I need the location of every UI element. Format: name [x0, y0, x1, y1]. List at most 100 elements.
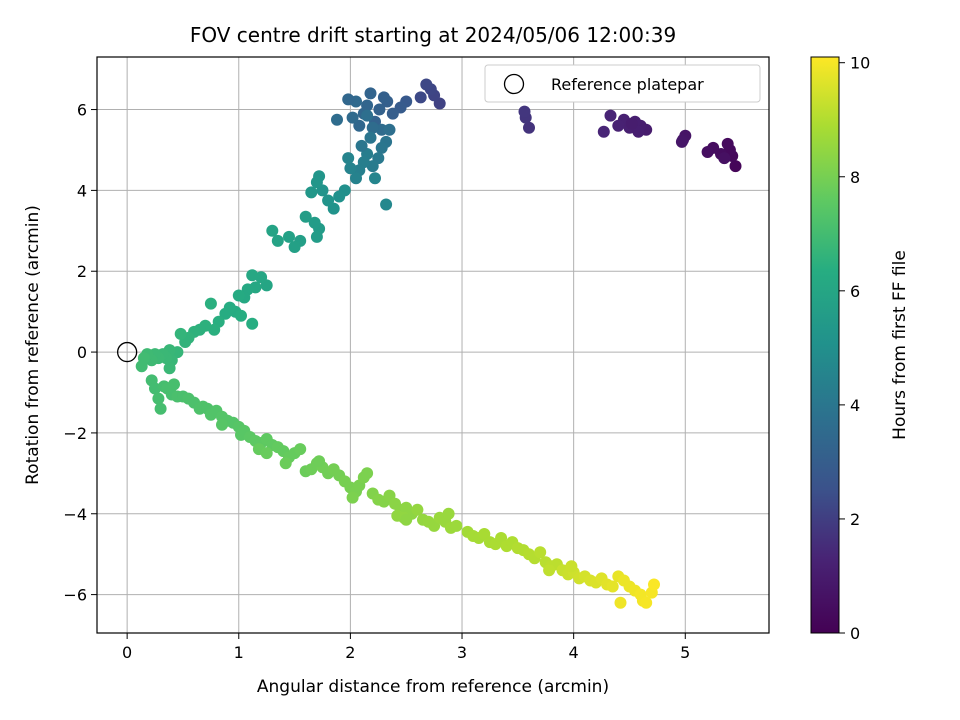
scatter-point [174, 327, 187, 340]
data-points [135, 78, 742, 609]
scatter-point [361, 109, 374, 122]
colorbar-tick-label: 8 [850, 168, 860, 187]
scatter-point [163, 362, 176, 375]
scatter-point [299, 210, 312, 223]
scatter-point [288, 241, 301, 253]
legend-box [484, 64, 761, 103]
scatter-point [534, 546, 547, 559]
scatter-point [380, 198, 393, 211]
scatter-point [353, 119, 366, 132]
scatter-point [597, 125, 610, 138]
scatter-point [271, 234, 284, 247]
scatter-point [310, 176, 323, 189]
legend: Reference platepar [484, 64, 761, 103]
scatter-point [701, 146, 714, 158]
scatter-point [313, 455, 326, 468]
colorbar-tick-label: 4 [850, 396, 860, 415]
y-tick-label: 0 [77, 343, 87, 362]
scatter-point [675, 135, 688, 148]
y-tick-label: −6 [63, 586, 87, 605]
scatter-point [344, 162, 357, 175]
scatter-point [625, 117, 638, 130]
x-tick-label: 0 [122, 643, 132, 662]
scatter-point [606, 580, 619, 593]
scatter-point [342, 152, 355, 165]
scatter-point [310, 230, 323, 243]
scatter-point [543, 564, 556, 577]
legend-label: Reference platepar [551, 75, 704, 94]
y-tick-label: 6 [77, 101, 87, 120]
x-axis-label: Angular distance from reference (arcmin) [257, 677, 609, 697]
grid-lines [97, 57, 769, 633]
x-tick-label: 5 [680, 643, 690, 662]
colorbar-tick-label: 10 [850, 54, 870, 73]
scatter-point [246, 269, 259, 282]
scatter-point [294, 443, 307, 456]
x-tick-label: 2 [345, 643, 355, 662]
plot-frame [96, 56, 770, 634]
scatter-point [168, 378, 180, 391]
scatter-point [721, 137, 734, 150]
scatter-point [632, 125, 645, 138]
y-axis-label: Rotation from reference (arcmin) [23, 205, 43, 485]
colorbar-tick-label: 6 [850, 282, 860, 301]
y-tick-label: −2 [63, 424, 87, 443]
scatter-point [342, 93, 355, 106]
y-axis-ticks: −6 −4 −2 0 2 4 6 [63, 101, 97, 605]
scatter-point [411, 503, 424, 516]
scatter-point [219, 307, 232, 320]
scatter-point [386, 107, 399, 120]
scatter-point [235, 309, 247, 322]
scatter-point [266, 224, 279, 237]
chart-title: FOV centre drift starting at 2024/05/06 … [190, 23, 676, 47]
scatter-point [333, 190, 346, 203]
reference-platepar-point [116, 341, 138, 363]
scatter-point [246, 317, 259, 330]
scatter-point [565, 560, 578, 573]
colorbar-label: Hours from first FF file [890, 250, 910, 440]
scatter-point [364, 131, 377, 144]
scatter-point [414, 91, 427, 104]
colorbar-ticks: 0 2 4 6 8 10 [839, 54, 870, 643]
y-tick-label: −4 [63, 505, 87, 524]
scatter-point [364, 87, 377, 100]
scatter-point [366, 121, 379, 134]
scatter-point [377, 91, 390, 104]
scatter-point [308, 216, 321, 229]
x-tick-label: 1 [234, 643, 244, 662]
x-tick-label: 3 [457, 643, 467, 662]
scatter-point [322, 194, 335, 207]
scatter-point [279, 457, 292, 470]
scatter-point [361, 467, 374, 480]
scatter-point [450, 519, 463, 532]
x-axis-ticks: 0 1 2 3 4 5 [122, 633, 690, 662]
scatter-point [135, 360, 148, 373]
scatter-point [232, 289, 245, 302]
scatter-point [216, 418, 228, 431]
scatter-point [152, 392, 165, 405]
scatter-point [729, 160, 742, 173]
legend-marker-circle-icon [503, 73, 525, 95]
scatter-point [346, 491, 359, 504]
scatter-point [518, 105, 531, 118]
colorbar-tick-label: 0 [850, 624, 860, 643]
scatter-point [400, 513, 413, 526]
scatter-point [260, 447, 273, 460]
scatter-point [346, 111, 359, 124]
scatter-point [604, 109, 617, 122]
colorbar: 0 2 4 6 8 10 Hours from first FF file [810, 54, 910, 643]
scatter-point [283, 230, 295, 243]
colorbar-gradient [810, 56, 840, 634]
scatter-point [614, 596, 627, 609]
scatter-point [149, 382, 161, 395]
scatter-point [305, 186, 318, 199]
scatter-point [612, 119, 625, 132]
scatter-point [375, 141, 388, 154]
y-tick-label: 2 [77, 262, 87, 281]
scatter-point [718, 152, 731, 165]
colorbar-tick-label: 2 [850, 510, 860, 529]
scatter-point [355, 139, 368, 152]
y-tick-label: 4 [77, 181, 87, 200]
scatter-point [350, 172, 362, 185]
